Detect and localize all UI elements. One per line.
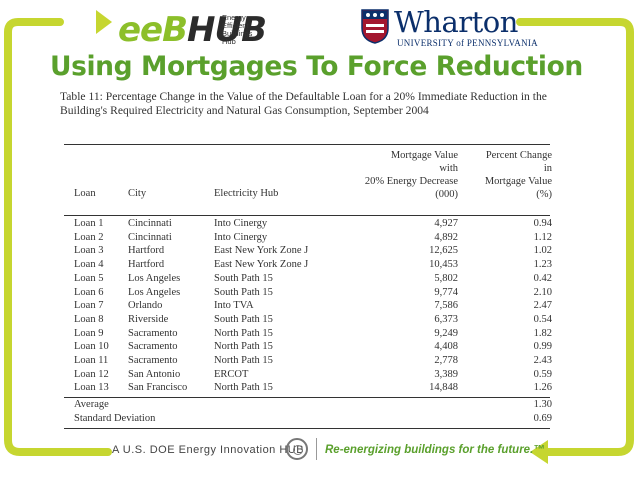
cell-hub: North Path 15 [214,341,273,353]
cell-city: Orlando [128,300,163,312]
eebhub-tagline: Energy Efficient Buildings Hub [222,13,253,46]
cell-percent-change: 2.43 [533,355,552,366]
cell-hub: Into TVA [214,300,254,312]
cell-city: Sacramento [128,327,178,339]
summary-label: Standard Deviation [74,412,156,424]
cell-loan: Loan 1 [74,218,104,229]
cell-percent-change: 2.47 [533,300,552,312]
cell-city: Los Angeles [128,286,181,298]
cell-loan: Loan 5 [74,272,104,284]
header-mortgage-value: Mortgage Value with 20% Energy Decrease … [364,150,458,200]
table-caption: Table 11: Percentage Change in the Value… [60,90,547,117]
cell-percent-change: 0.59 [533,368,552,380]
cell-loan: Loan 3 [74,245,104,257]
cell-loan: Loan 2 [74,231,104,243]
cell-loan: Loan 12 [74,368,109,380]
cell-mortgage-value: 7,586 [434,300,458,312]
cell-hub: ERCOT [214,368,249,380]
summary-value: 0.69 [533,412,552,424]
cell-loan: Loan 9 [74,327,104,339]
cell-mortgage-value: 5,802 [434,272,458,284]
wharton-logo: Wharton [394,5,518,39]
cell-loan: Loan 10 [74,341,109,353]
cell-mortgage-value: 14,848 [429,382,458,394]
cell-hub: North Path 15 [214,327,273,339]
header-loan: Loan [74,188,96,199]
cell-city: Hartford [128,245,165,257]
cell-city: Riverside [128,313,169,325]
upenn-wordmark: UNIVERSITY of PENNSYLVANIA [397,38,538,48]
header-rule [64,215,550,216]
cell-mortgage-value: 4,892 [434,231,458,243]
cell-loan: Loan 13 [74,382,109,394]
bottom-arrow-icon [530,440,548,464]
cell-mortgage-value: 12,625 [429,245,458,257]
cell-hub: Into Cinergy [214,218,268,229]
footer-tagline: Re-energizing buildings for the future.™ [325,444,545,456]
cell-percent-change: 0.42 [533,272,552,284]
top-arrow-icon [96,10,112,34]
cell-loan: Loan 6 [74,286,104,298]
header-percent-change: Percent Change in Mortgage Value (%) [484,150,552,200]
cell-loan: Loan 4 [74,259,104,271]
footer-divider [316,438,317,460]
header-city: City [128,188,147,199]
cell-loan: Loan 7 [74,300,104,312]
cell-percent-change: 1.23 [533,259,552,271]
summary-value: 1.30 [533,399,552,411]
cell-city: San Francisco [128,382,188,394]
slide-title: Using Mortgages To Force Reduction [50,51,583,82]
cell-hub: North Path 15 [214,355,273,366]
cell-city: Sacramento [128,355,178,366]
cell-hub: East New York Zone J [214,259,309,271]
cell-percent-change: 2.10 [533,286,552,298]
cell-percent-change: 1.02 [533,245,552,257]
cell-mortgage-value: 9,249 [434,327,458,339]
cell-mortgage-value: 9,774 [434,286,458,298]
cell-city: Cincinnati [128,231,172,243]
cell-percent-change: 0.54 [533,313,552,325]
cell-hub: East New York Zone J [214,245,309,257]
cell-city: Cincinnati [128,218,172,229]
cell-loan: Loan 8 [74,313,104,325]
cell-hub: South Path 15 [214,272,273,284]
cell-city: San Antonio [128,368,181,380]
cell-percent-change: 1.12 [533,231,552,243]
cell-percent-change: 0.94 [533,218,552,229]
cell-percent-change: 1.26 [533,382,552,394]
cell-city: Los Angeles [128,272,181,284]
cell-mortgage-value: 2,778 [434,355,458,366]
cell-hub: North Path 15 [214,382,273,394]
cell-hub: South Path 15 [214,313,273,325]
header-electricity-hub: Electricity Hub [214,188,279,199]
summary-label: Average [74,399,109,411]
footer-doe-label: A U.S. DOE Energy Innovation HUB [112,444,305,456]
cell-loan: Loan 11 [74,355,109,366]
doe-seal-icon [286,438,308,460]
bottom-rule [64,427,550,429]
cell-mortgage-value: 6,373 [434,313,458,325]
cell-hub: South Path 15 [214,286,273,298]
cell-mortgage-value: 3,389 [434,368,458,380]
cell-percent-change: 0.99 [533,341,552,353]
table-document: Table 11: Percentage Change in the Value… [58,90,578,440]
cell-city: Sacramento [128,341,178,353]
body-rule [64,397,550,399]
penn-shield-icon [361,9,389,44]
cell-city: Hartford [128,259,165,271]
top-rule [64,144,550,145]
cell-hub: Into Cinergy [214,231,268,243]
cell-percent-change: 1.82 [533,327,552,339]
cell-mortgage-value: 10,453 [429,259,458,271]
cell-mortgage-value: 4,408 [434,341,458,353]
cell-mortgage-value: 4,927 [434,218,458,229]
